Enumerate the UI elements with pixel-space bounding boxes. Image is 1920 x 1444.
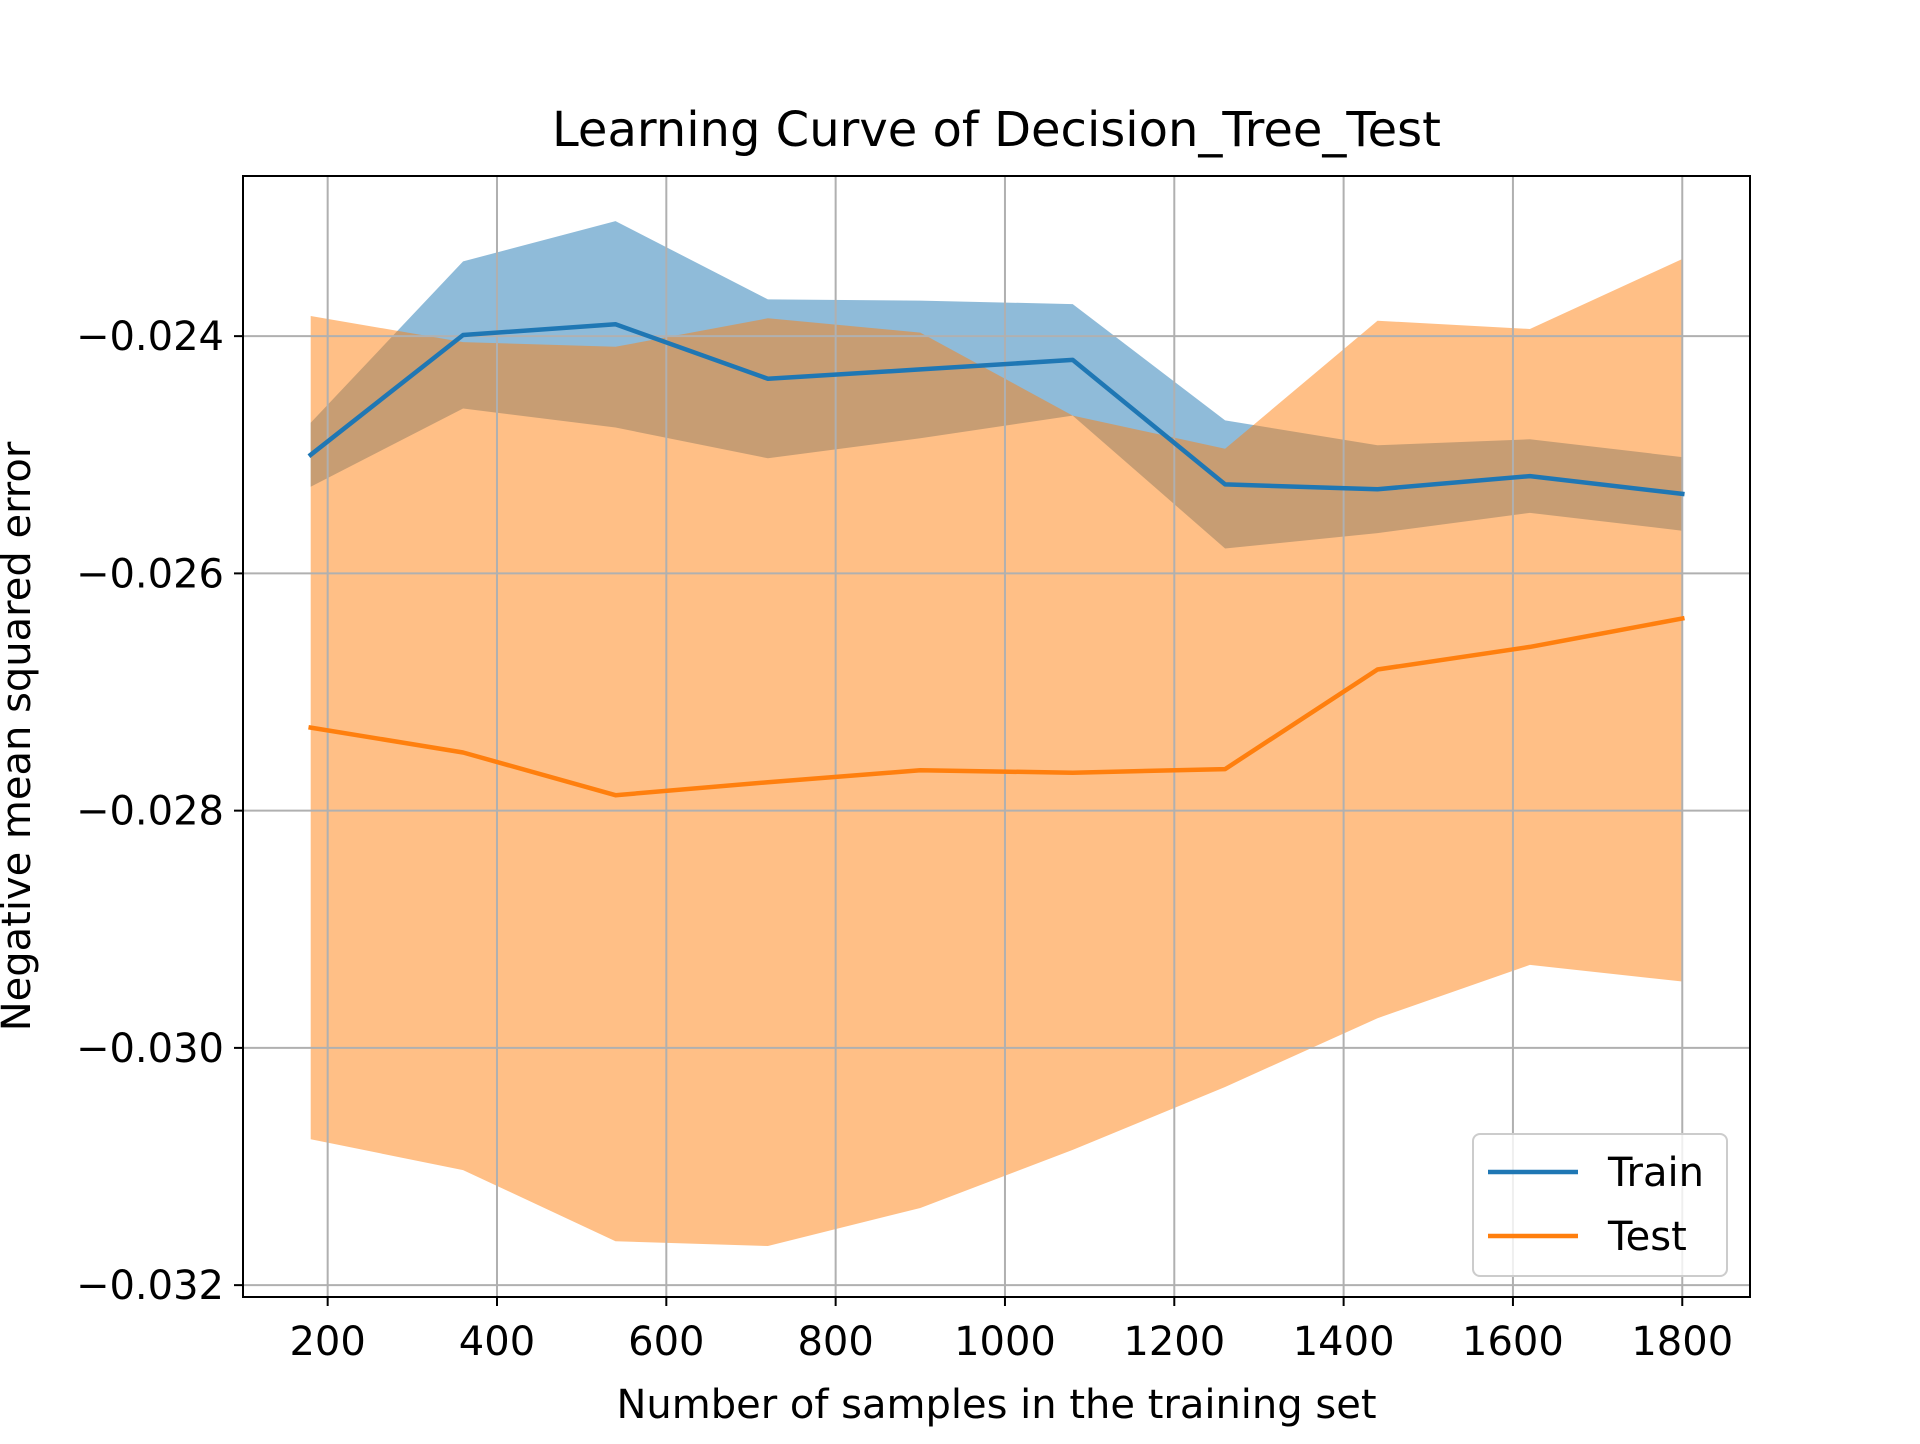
x-tick-label: 1200	[1123, 1319, 1225, 1365]
legend: Train Test	[1472, 1133, 1728, 1277]
x-tick-label: 1800	[1631, 1319, 1733, 1365]
series-line-train	[307, 322, 1685, 497]
legend-label-test: Test	[1607, 1214, 1687, 1260]
plot-frame	[242, 175, 1751, 1298]
chart-title: Learning Curve of Decision_Tree_Test	[552, 102, 1441, 158]
y-tick-label: −0.030	[76, 1026, 224, 1072]
x-tick-label: 600	[628, 1319, 704, 1365]
confidence-bands	[310, 221, 1683, 1246]
x-tick-label: 200	[289, 1319, 365, 1365]
x-tick-label: 800	[797, 1319, 873, 1365]
y-tick-label: −0.024	[76, 314, 224, 360]
series-line-test	[308, 615, 1685, 798]
y-tick-label: −0.028	[76, 789, 224, 835]
x-tick-label: 1600	[1462, 1319, 1564, 1365]
grid-lines	[243, 176, 1750, 1297]
y-axis-label: Negative mean squared error	[0, 441, 40, 1031]
axes: 200 400 600 800 1000 1200 1400 1600 1800 −0.024 −0…	[76, 175, 1751, 1365]
legend-label-train: Train	[1607, 1150, 1704, 1196]
y-tick-label: −0.032	[76, 1263, 224, 1309]
band-test	[310, 259, 1683, 1246]
x-tick-label: 1400	[1293, 1319, 1395, 1365]
x-tick-label: 1000	[954, 1319, 1056, 1365]
x-axis-label: Number of samples in the training set	[617, 1382, 1377, 1428]
x-tick-label: 400	[459, 1319, 535, 1365]
legend-box	[1472, 1133, 1728, 1277]
y-tick-label: −0.026	[76, 551, 224, 597]
series-lines	[307, 322, 1685, 798]
